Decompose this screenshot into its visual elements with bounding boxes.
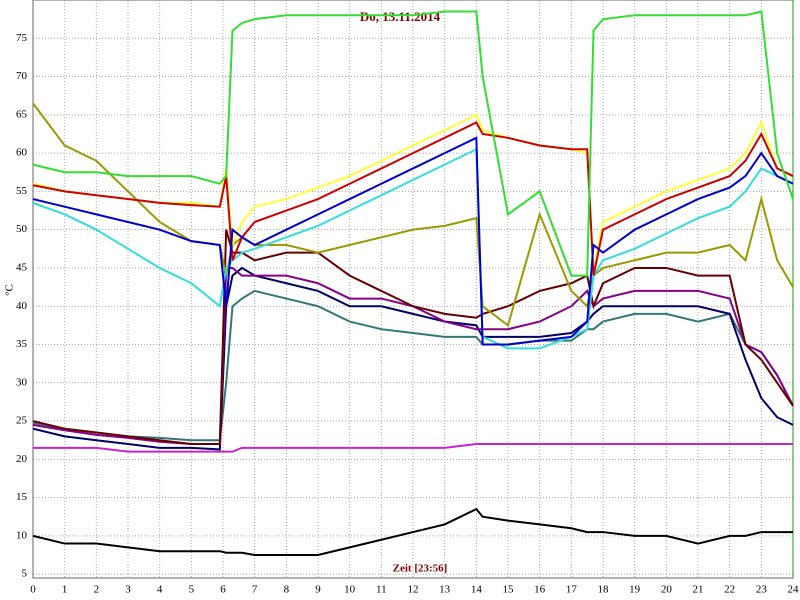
y-tick-label: 75 [16,32,28,44]
x-tick-label: 22 [724,584,735,596]
y-tick-label: 15 [16,491,28,503]
chart-title: Do, 13.11.2014 [360,9,441,24]
x-tick-label: 4 [157,584,163,596]
y-tick-label: 60 [16,147,28,159]
x-tick-label: 20 [661,584,673,596]
x-tick-label: 14 [471,584,483,596]
y-tick-label: 30 [16,376,28,388]
y-tick-label: 55 [16,185,28,197]
x-tick-label: 10 [344,584,356,596]
x-tick-label: 9 [315,584,321,596]
series-line [32,10,794,277]
y-tick-label: 70 [16,70,28,82]
y-tick-label: 25 [16,415,28,427]
x-tick-label: 8 [284,584,290,596]
x-tick-label: 11 [376,584,387,596]
series-line [32,121,794,276]
x-tick-label: 2 [94,584,100,596]
y-axis-label: °C [4,284,16,296]
x-tick-label: 19 [629,584,641,596]
x-tick-label: 23 [756,584,768,596]
x-tick-label: 13 [439,584,451,596]
x-tick-label: 21 [693,584,704,596]
series-line [32,136,794,346]
y-tick-label: 45 [16,261,28,273]
x-tick-label: 24 [788,584,800,596]
x-tick-label: 17 [566,584,578,596]
x-tick-label: 12 [408,584,419,596]
x-tick-label: 3 [125,584,131,596]
x-tick-label: 1 [62,584,68,596]
y-tick-label: 10 [16,529,28,541]
x-tick-label: 5 [189,584,195,596]
series-line [32,507,793,557]
y-tick-label: 35 [16,338,28,350]
y-tick-label: 50 [16,223,28,235]
series-line [32,147,794,350]
series-line [32,229,794,446]
x-tick-label: 7 [252,584,258,596]
y-tick-label: 40 [16,300,28,312]
x-tick-label: 0 [30,584,36,596]
x-tick-label: 6 [220,584,226,596]
y-tick-label: 65 [16,108,28,120]
x-tick-label: 18 [598,584,610,596]
y-tick-label: 5 [22,568,28,580]
series-line [32,289,794,442]
x-tick-label: 15 [503,584,515,596]
x-axis-label: Zeit [23:56] [393,563,448,575]
series-line [33,443,793,453]
y-tick-label: 20 [16,453,28,465]
series-line [32,113,794,269]
x-tick-label: 16 [534,584,546,596]
